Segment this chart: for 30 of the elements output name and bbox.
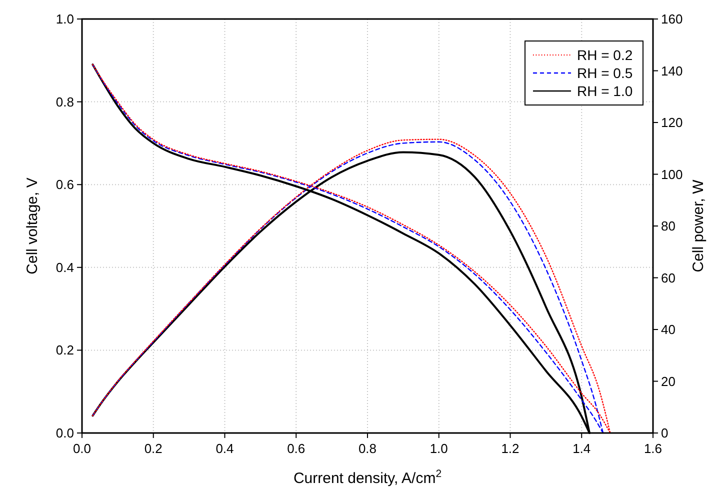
y-tick-label: 0.2 [56, 342, 74, 358]
legend-label: RH = 0.2 [577, 47, 633, 63]
y-tick-label: 1.0 [56, 12, 74, 26]
y-tick-label: 0.0 [56, 426, 74, 440]
y-tick-label: 0.4 [56, 260, 74, 275]
y-axis-title: Cell voltage, V [24, 178, 41, 274]
x-tick-label: 1.6 [644, 441, 662, 456]
x-tick-label: 0.2 [144, 441, 162, 456]
x-tick-label: 1.2 [501, 441, 520, 456]
x-tick-label: 0.0 [72, 441, 92, 456]
x-axis-title: Current density, A/cm$^{2}$ [293, 468, 442, 487]
y2-tick-label: 20 [661, 374, 676, 389]
y2-tick-label: 40 [661, 322, 676, 337]
x-tick-label: 1.0 [430, 441, 448, 456]
legend-label: RH = 1.0 [577, 83, 633, 99]
y-tick-label: 0.6 [56, 177, 74, 192]
x-tick-label: 1.4 [572, 441, 591, 456]
y2-tick-label: 140 [661, 63, 683, 78]
y2-tick-label: 80 [661, 218, 676, 234]
y2-tick-label: 120 [661, 115, 683, 130]
y2-tick-label: 100 [661, 166, 683, 182]
x-tick-label: 0.4 [216, 441, 234, 456]
y2-axis-title: Cell power, W [690, 178, 707, 272]
y2-tick-label: 160 [661, 12, 683, 26]
y2-tick-label: 60 [661, 270, 676, 286]
legend-label: RH = 0.5 [577, 65, 633, 81]
y-tick-label: 0.8 [56, 94, 74, 110]
y2-tick-label: 0 [661, 426, 668, 440]
x-tick-label: 0.6 [287, 441, 306, 456]
x-tick-label: 0.8 [358, 441, 377, 456]
